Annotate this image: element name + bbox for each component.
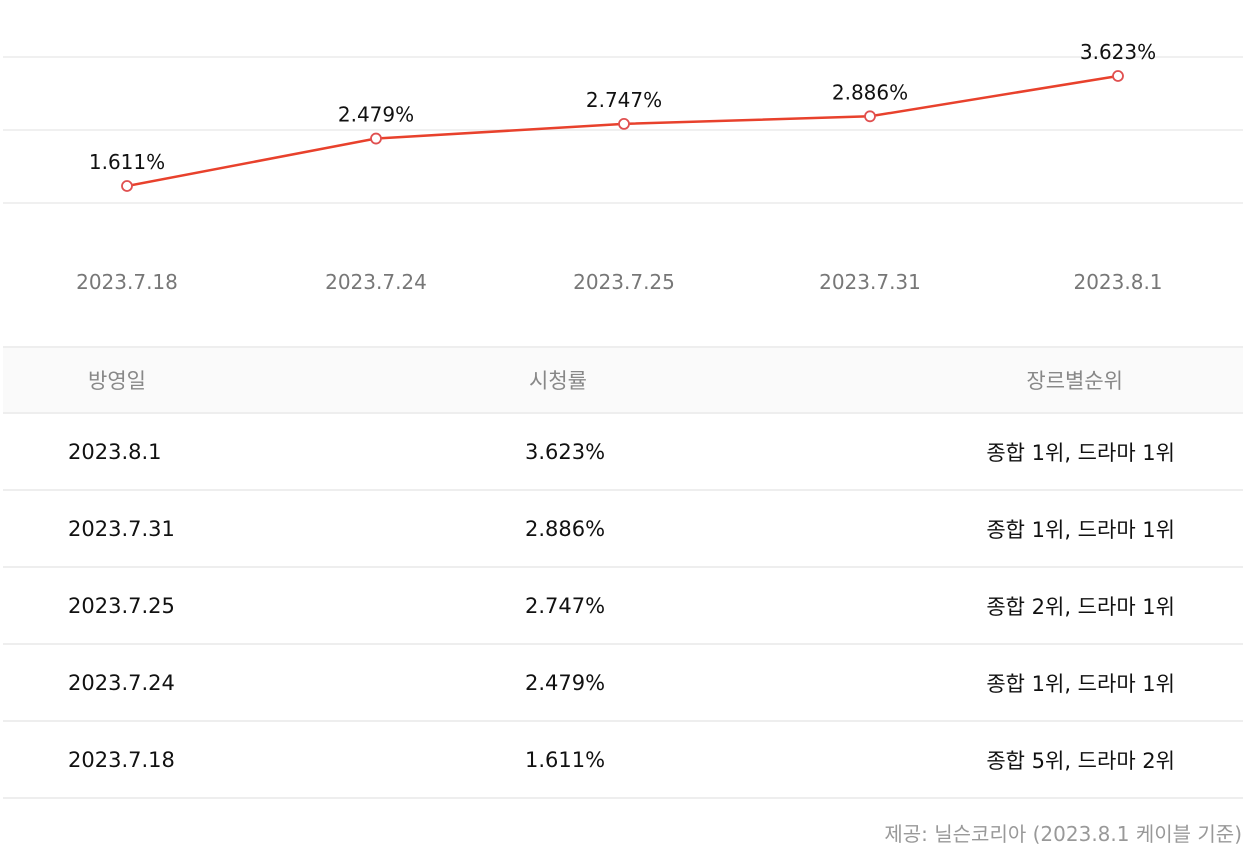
cell-rank: 종합 1위, 드라마 1위 [986,440,1175,465]
table-row: 2023.7.25 2.747% 종합 2위, 드라마 1위 [3,568,1243,645]
cell-rating: 1.611% [525,747,606,772]
x-axis-tick-label: 2023.7.24 [325,270,427,294]
cell-rating: 2.886% [525,516,606,541]
header-rank: 장르별순위 [1026,369,1123,393]
header-date: 방영일 [88,369,146,393]
table-row: 2023.7.31 2.886% 종합 1위, 드라마 1위 [3,491,1243,568]
data-point-marker [864,110,876,123]
source-footnote: 제공: 닐슨코리아 (2023.8.1 케이블 기준) [884,822,1242,846]
cell-rank: 종합 2위, 드라마 1위 [986,594,1175,619]
header-rating: 시청률 [529,369,587,393]
x-axis-tick-label: 2023.8.1 [1073,270,1162,294]
table-row: 2023.7.18 1.611% 종합 5위, 드라마 2위 [3,722,1243,799]
data-point-marker [1112,70,1124,82]
x-axis-tick-label: 2023.7.18 [76,270,178,294]
data-point-label: 1.611% [89,150,165,174]
data-point-label: 2.747% [586,88,662,112]
cell-date: 2023.7.24 [68,670,175,695]
table-row: 2023.7.24 2.479% 종합 1위, 드라마 1위 [3,645,1243,722]
data-points: 1.611% 2.479% 2.747% 2.886% 3.623% [89,40,1156,192]
x-axis-labels: 2023.7.18 2023.7.24 2023.7.25 2023.7.31 2023… [76,270,1162,294]
cell-rank: 종합 5위, 드라마 2위 [986,748,1175,773]
data-point-marker [121,180,133,192]
table-header: 방영일 시청률 장르별순위 [3,346,1243,414]
cell-rating: 2.747% [525,593,606,618]
data-point-marker [618,117,630,130]
rating-line-chart: 1.611% 2.479% 2.747% 2.886% 3.623% 2023.7.18… [3,40,1243,294]
x-axis-tick-label: 2023.7.25 [573,270,675,294]
cell-date: 2023.7.25 [68,593,175,618]
cell-date: 2023.7.18 [68,747,175,772]
gridlines [3,56,1243,204]
cell-rating: 3.623% [525,439,606,464]
cell-rating: 2.479% [525,670,606,695]
data-point-label: 2.479% [338,103,414,127]
ratings-table: 방영일 시청률 장르별순위 2023.8.1 3.623% 종합 1위, 드라마… [3,346,1243,799]
cell-date: 2023.7.31 [68,516,175,541]
cell-rank: 종합 1위, 드라마 1위 [986,671,1175,696]
cell-date: 2023.8.1 [68,439,162,464]
x-axis-tick-label: 2023.7.31 [819,270,921,294]
cell-rank: 종합 1위, 드라마 1위 [986,517,1175,542]
data-point-label: 2.886% [832,80,908,104]
data-point-label: 3.623% [1080,40,1156,64]
table-row: 2023.8.1 3.623% 종합 1위, 드라마 1위 [3,414,1243,491]
data-point-marker [370,132,382,145]
